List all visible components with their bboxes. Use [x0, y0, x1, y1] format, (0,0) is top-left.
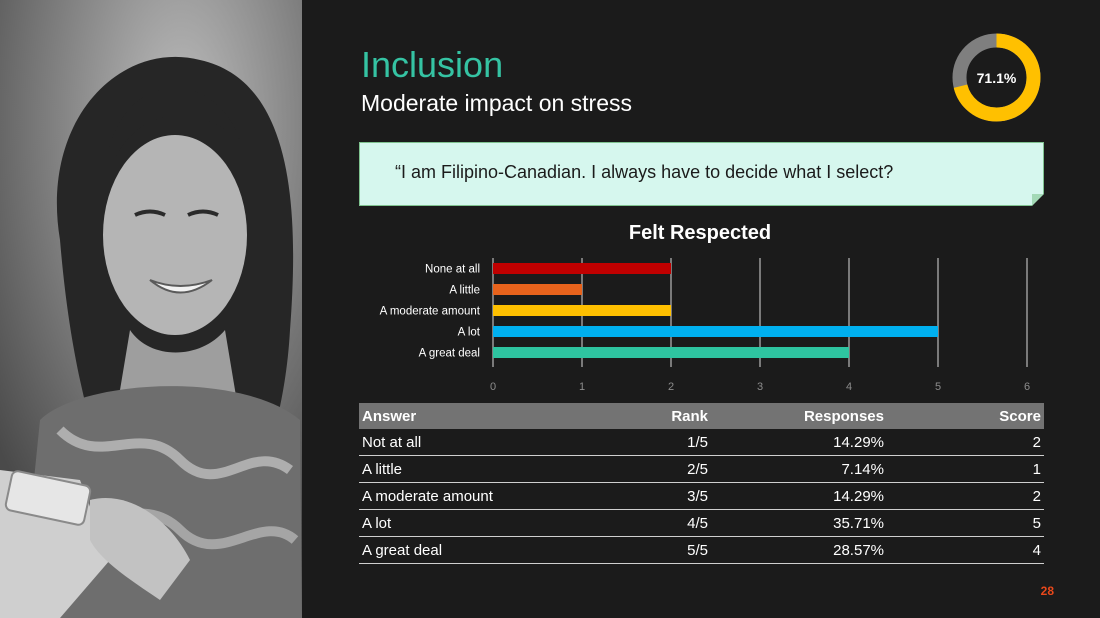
- score-percent-label: 71.1%: [976, 69, 1017, 86]
- x-tick-label: 1: [579, 381, 585, 393]
- cell-responses: 14.29%: [711, 482, 887, 510]
- chart-title: Felt Respected: [628, 222, 772, 244]
- cell-responses: 7.14%: [711, 455, 887, 483]
- felt-respected-bar-chart: 0 1 2 3 4 5 6 None at all A little A moderate amo…: [380, 258, 1030, 393]
- x-tick-label: 6: [1024, 381, 1030, 393]
- cell-responses: 28.57%: [711, 536, 887, 564]
- bar: [493, 305, 671, 316]
- x-tick-label: 5: [935, 381, 941, 393]
- table-row: Not at all 1/5 14.29% 2: [359, 429, 1044, 456]
- woman-smartphone-photo: [0, 0, 302, 618]
- quote-fold-corner: [1032, 194, 1044, 206]
- cell-responses: 35.71%: [711, 509, 887, 537]
- cell-answer: A lot: [359, 509, 635, 537]
- score-donut: [952, 33, 1041, 122]
- cell-rank: 5/5: [635, 536, 711, 564]
- category-label: A little: [449, 285, 480, 297]
- cell-score: 4: [887, 536, 1044, 564]
- slide-subtitle: Moderate impact on stress: [361, 90, 633, 116]
- header-score: Score: [887, 403, 1044, 429]
- bar: [493, 263, 671, 274]
- cell-answer: A little: [359, 455, 635, 483]
- bar: [493, 347, 849, 358]
- cell-rank: 2/5: [635, 455, 711, 483]
- donut-fill: [952, 33, 1041, 122]
- slide-title: Inclusion: [361, 44, 504, 85]
- quote-text: “I am Filipino-Canadian. I always have t…: [395, 162, 894, 182]
- cell-answer: A moderate amount: [359, 482, 635, 510]
- table-header-row: Answer Rank Responses Score: [359, 403, 1044, 429]
- cell-score: 2: [887, 429, 1044, 456]
- responses-table: Answer Rank Responses Score Not at all 1…: [359, 403, 1044, 564]
- category-label: A moderate amount: [380, 306, 481, 318]
- cell-responses: 14.29%: [711, 429, 887, 456]
- category-label: None at all: [425, 264, 480, 276]
- cell-answer: Not at all: [359, 429, 635, 456]
- cell-answer: A great deal: [359, 536, 635, 564]
- cell-score: 1: [887, 455, 1044, 483]
- cell-score: 5: [887, 509, 1044, 537]
- page-number: 28: [1040, 584, 1054, 598]
- table-row: A great deal 5/5 28.57% 4: [359, 536, 1044, 564]
- bar: [493, 326, 938, 337]
- x-tick-label: 3: [757, 381, 763, 393]
- header-answer: Answer: [359, 403, 635, 429]
- table-row: A little 2/5 7.14% 1: [359, 455, 1044, 483]
- cell-score: 2: [887, 482, 1044, 510]
- quote-box: “I am Filipino-Canadian. I always have t…: [359, 142, 1044, 206]
- cell-rank: 1/5: [635, 429, 711, 456]
- x-tick-label: 2: [668, 381, 674, 393]
- x-tick-label: 4: [846, 381, 852, 393]
- cell-rank: 4/5: [635, 509, 711, 537]
- table-row: A lot 4/5 35.71% 5: [359, 509, 1044, 537]
- header-rank: Rank: [635, 403, 711, 429]
- cell-rank: 3/5: [635, 482, 711, 510]
- x-tick-label: 0: [490, 381, 496, 393]
- header-responses: Responses: [711, 403, 887, 429]
- category-label: A lot: [458, 327, 481, 339]
- category-label: A great deal: [419, 348, 480, 360]
- bar: [493, 284, 582, 295]
- table-row: A moderate amount 3/5 14.29% 2: [359, 482, 1044, 510]
